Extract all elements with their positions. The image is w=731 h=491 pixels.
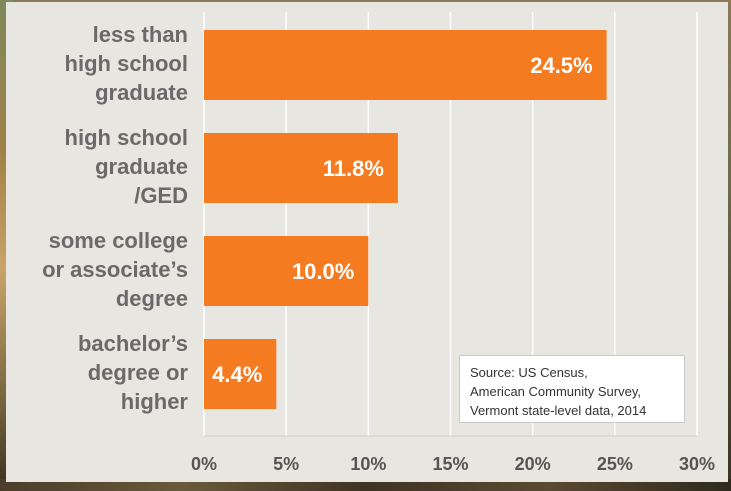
category-label: less than <box>93 22 188 47</box>
source-note: Source: US Census, American Community Su… <box>459 355 685 423</box>
category-label: degree <box>116 286 188 311</box>
value-label: 10.0% <box>292 259 354 284</box>
x-tick-label: 20% <box>515 454 551 474</box>
source-line-2: American Community Survey, <box>470 384 641 399</box>
x-tick-label: 5% <box>273 454 299 474</box>
x-tick-label: 30% <box>679 454 715 474</box>
category-label: graduate <box>95 80 188 105</box>
x-tick-label: 15% <box>432 454 468 474</box>
category-label: degree or <box>88 360 189 385</box>
category-label: /GED <box>134 183 188 208</box>
value-label: 11.8% <box>323 156 384 181</box>
x-tick-label: 0% <box>191 454 217 474</box>
category-label: high school <box>65 51 188 76</box>
bar <box>204 339 277 409</box>
x-tick-label: 25% <box>597 454 633 474</box>
category-label: or associate’s <box>42 257 188 282</box>
category-label: bachelor’s <box>78 331 188 356</box>
value-label: 4.4% <box>212 362 262 387</box>
x-tick-label: 10% <box>350 454 386 474</box>
value-label: 24.5% <box>530 53 592 78</box>
category-label: high school <box>65 125 188 150</box>
category-label: graduate <box>95 154 188 179</box>
source-line-3: Vermont state-level data, 2014 <box>470 403 647 418</box>
source-line-1: Source: US Census, <box>470 365 588 380</box>
bar <box>204 236 369 306</box>
category-label: some college <box>49 228 188 253</box>
bar <box>204 133 398 203</box>
bar <box>204 30 607 100</box>
category-label: higher <box>121 389 189 414</box>
